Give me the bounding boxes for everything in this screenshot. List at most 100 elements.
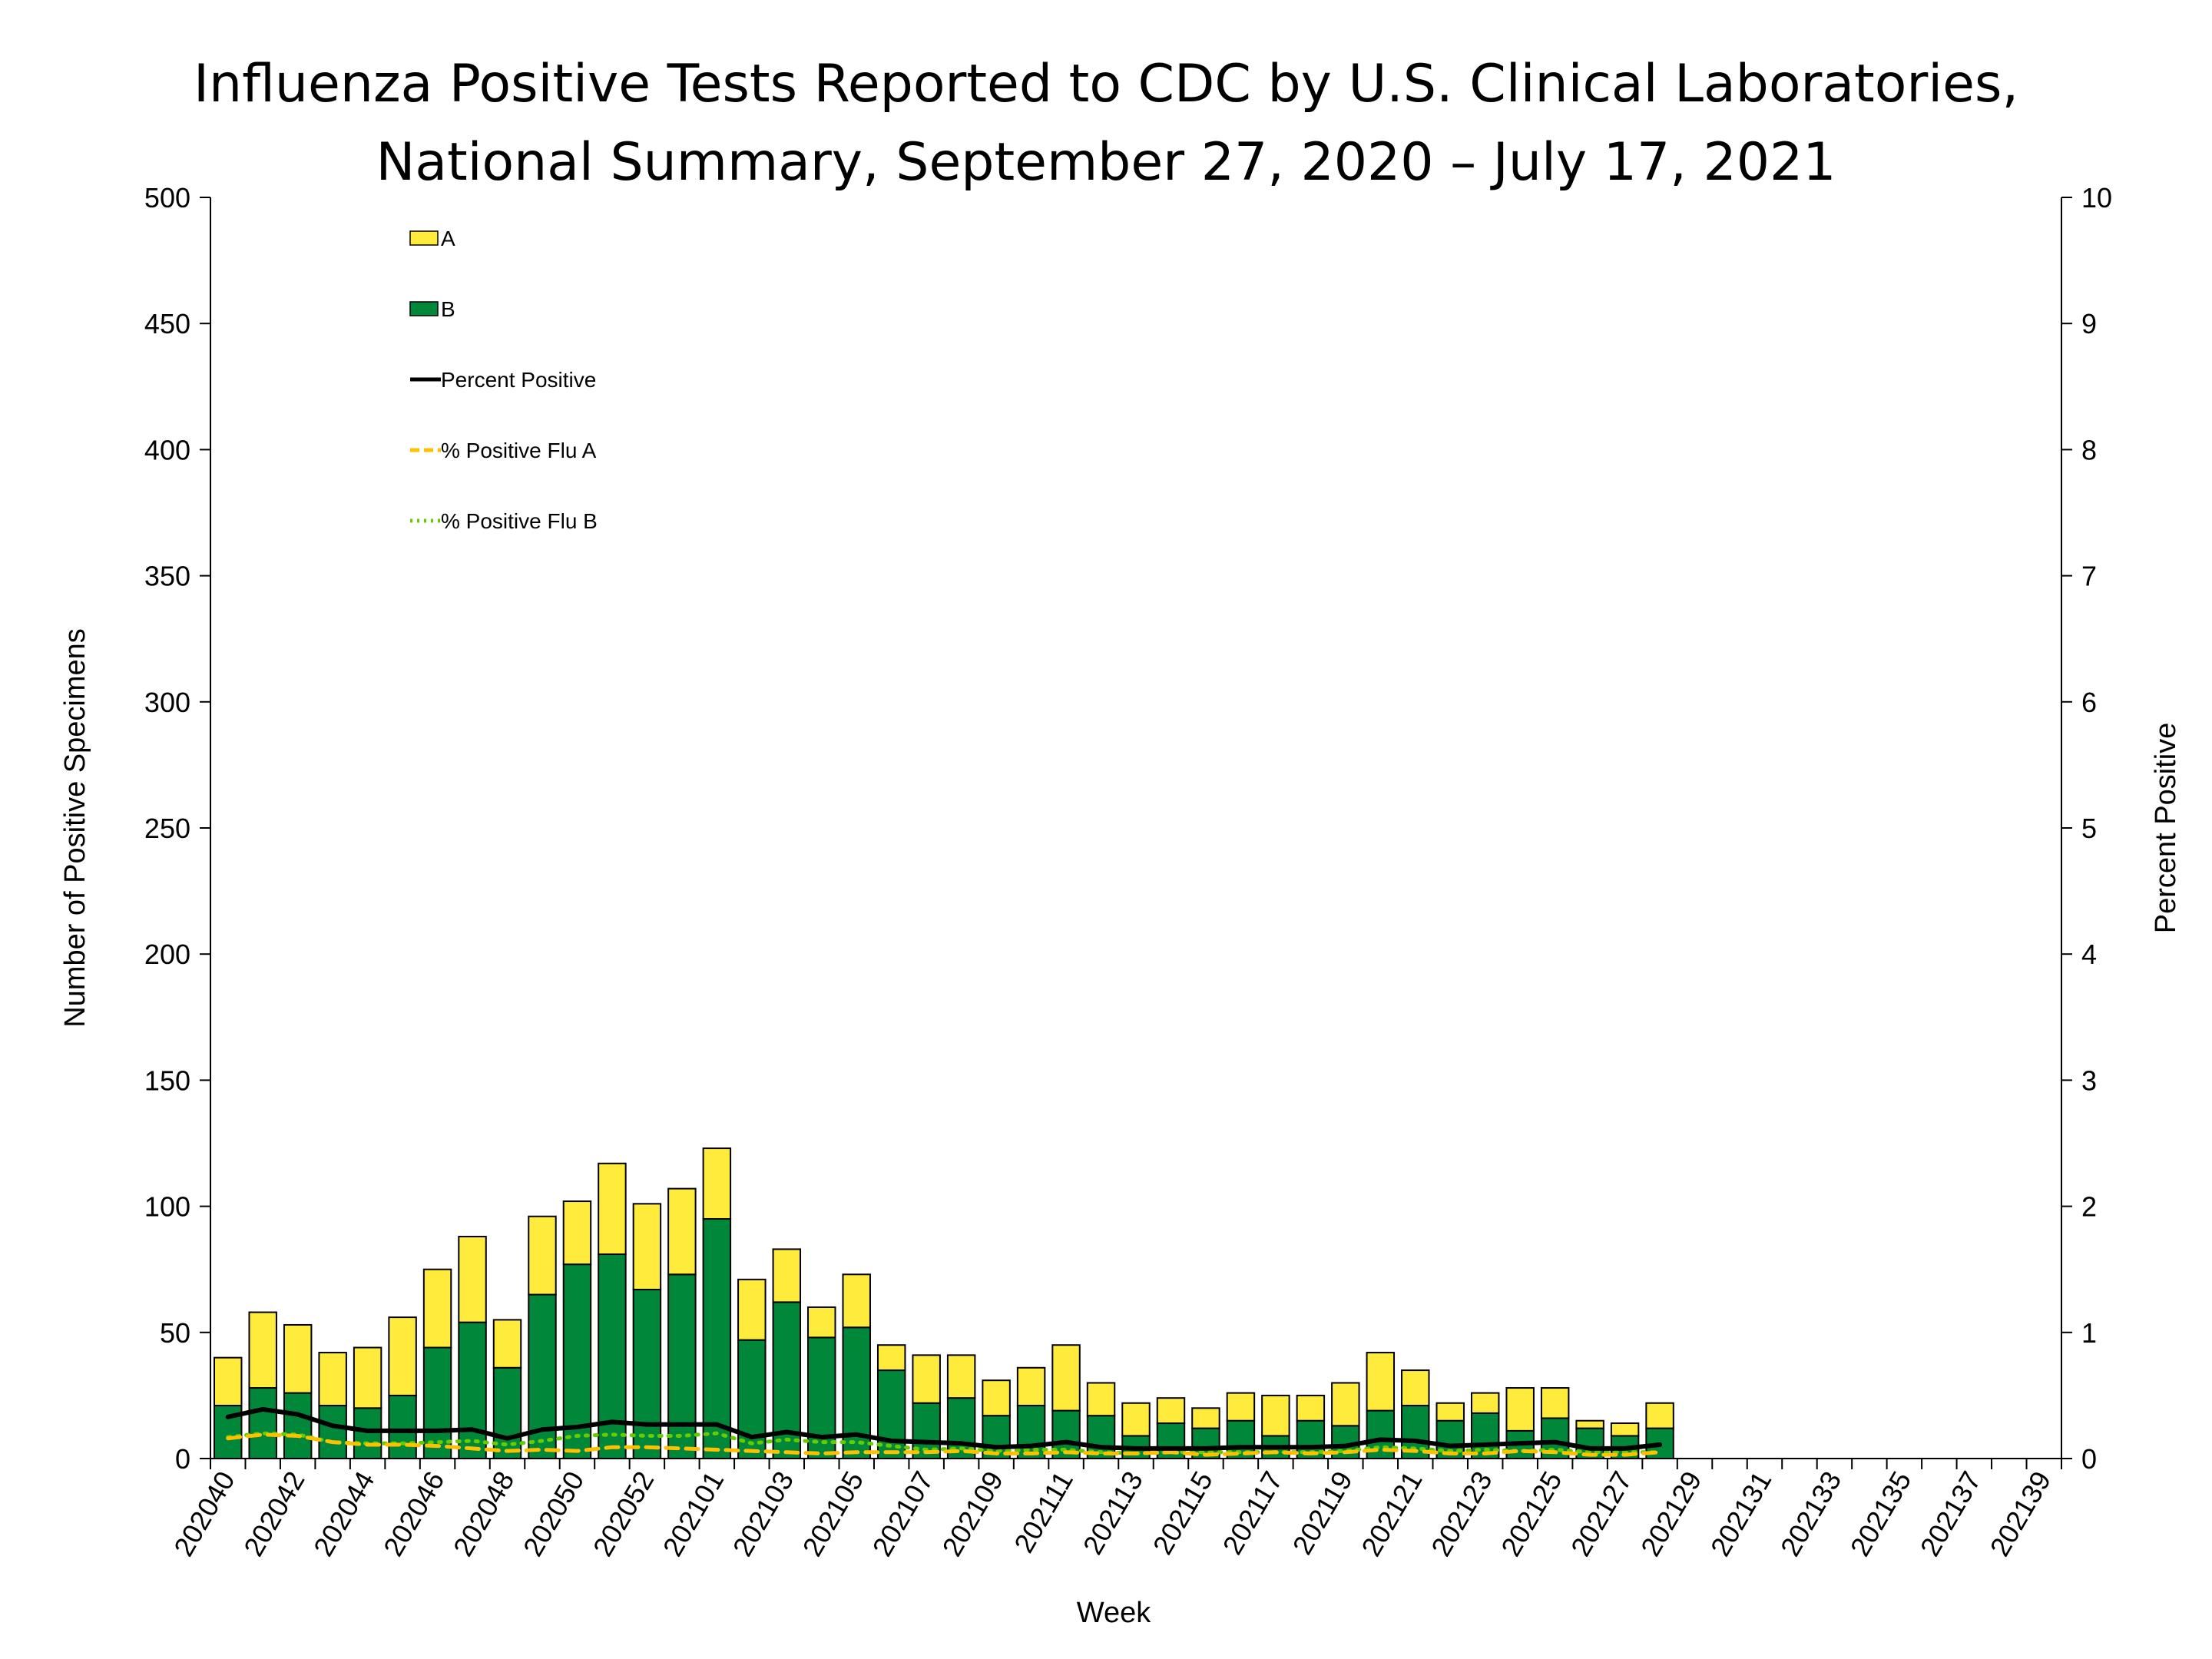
y-tick-label: 250 xyxy=(144,813,190,844)
bar-b-202106 xyxy=(876,1369,906,1460)
lines-layer xyxy=(225,1406,1663,1457)
bar-a-202125 xyxy=(1540,1387,1570,1419)
bar-a-202049 xyxy=(528,1215,557,1296)
bar-a-202043 xyxy=(318,1352,347,1407)
bar-b-202104 xyxy=(807,1336,836,1460)
y-tick-label: 50 xyxy=(160,1317,190,1349)
chart-title-line-2: National Summary, September 27, 2020 – J… xyxy=(376,132,1836,193)
bar-a-202115 xyxy=(1191,1407,1220,1429)
y2-tick-label: 8 xyxy=(2081,434,2097,465)
x-tick-label: 202119 xyxy=(1286,1466,1359,1560)
x-tick-label: 202123 xyxy=(1425,1466,1498,1562)
bar-b-202110 xyxy=(1016,1405,1046,1460)
bar-a-202104 xyxy=(807,1306,836,1339)
bar-b-202044 xyxy=(353,1407,382,1459)
x-tick-label: 202040 xyxy=(167,1466,241,1562)
x-tick-label: 202103 xyxy=(727,1466,800,1562)
line--positive-flu-b xyxy=(226,1431,1662,1455)
bar-a-202101 xyxy=(702,1147,732,1220)
x-tick-label: 202137 xyxy=(1914,1466,1988,1562)
x-tick-label: 202107 xyxy=(866,1466,940,1562)
line-percent-positive xyxy=(225,1406,1663,1451)
y2-tick-label: 2 xyxy=(2081,1191,2097,1223)
x-tick-label: 202133 xyxy=(1774,1466,1848,1562)
y2-tick-label: 10 xyxy=(2081,182,2112,214)
bar-a-202111 xyxy=(1051,1344,1081,1412)
bar-b-202051 xyxy=(598,1253,627,1459)
y2-tick-label: 5 xyxy=(2081,813,2097,844)
chart-title-line-1: Influenza Positive Tests Reported to CDC… xyxy=(194,54,2018,114)
y2-tick-label: 3 xyxy=(2081,1065,2097,1096)
bar-b-202045 xyxy=(388,1394,417,1460)
bar-a-202110 xyxy=(1016,1366,1046,1407)
bar-a-202102 xyxy=(737,1278,767,1341)
bar-a-202103 xyxy=(772,1248,802,1303)
x-tick-label: 202113 xyxy=(1077,1466,1149,1560)
y2-tick-label: 4 xyxy=(2081,939,2097,970)
x-tick-label: 202052 xyxy=(587,1466,661,1562)
bar-a-202127 xyxy=(1610,1422,1640,1437)
y-tick-label: 0 xyxy=(175,1443,190,1475)
legend: A B Percent Positive % Positive Flu A % Posi… xyxy=(409,227,598,533)
y2-axis-label: Percent Positive xyxy=(2150,723,2182,934)
y-tick-label: 400 xyxy=(144,434,190,465)
bar-a-202121 xyxy=(1401,1369,1430,1407)
x-tick-label: 202131 xyxy=(1704,1466,1778,1562)
bar-a-202048 xyxy=(492,1319,522,1369)
x-tick-label: 202117 xyxy=(1217,1466,1289,1560)
x-tick-label: 202048 xyxy=(447,1466,521,1562)
x-tick-label: 202111 xyxy=(1008,1466,1079,1558)
legend-swatch-a xyxy=(409,230,439,246)
bar-a-202123 xyxy=(1470,1392,1500,1414)
y2-tick-label: 6 xyxy=(2081,687,2097,718)
bar-a-202112 xyxy=(1086,1382,1116,1417)
bar-a-202114 xyxy=(1156,1397,1186,1425)
legend-label: Percent Positive xyxy=(441,368,596,392)
bar-b-202041 xyxy=(248,1387,277,1459)
x-tick-label: 202135 xyxy=(1844,1466,1918,1562)
bar-a-202045 xyxy=(388,1316,417,1396)
bars-layer xyxy=(214,1147,1674,1460)
bar-b-202043 xyxy=(318,1405,347,1460)
bar-a-202126 xyxy=(1575,1419,1604,1429)
bar-a-202050 xyxy=(562,1200,592,1266)
bar-a-202122 xyxy=(1435,1402,1465,1422)
y2-tick-label: 9 xyxy=(2081,308,2097,339)
bar-a-202120 xyxy=(1366,1352,1396,1412)
bar-a-202117 xyxy=(1261,1394,1290,1437)
bar-a-202109 xyxy=(982,1379,1011,1417)
bar-b-202052 xyxy=(632,1288,662,1460)
x-tick-label: 202127 xyxy=(1565,1466,1638,1562)
bar-b-202053 xyxy=(667,1273,697,1459)
y-tick-label: 500 xyxy=(144,182,190,214)
bar-a-202040 xyxy=(214,1356,243,1407)
bar-a-202118 xyxy=(1296,1394,1326,1422)
bar-a-202044 xyxy=(353,1346,382,1409)
x-tick-label: 202046 xyxy=(377,1466,451,1562)
y2-tick-label: 0 xyxy=(2081,1443,2097,1475)
y-tick-label: 300 xyxy=(144,687,190,718)
legend-label: % Positive Flu B xyxy=(441,509,598,533)
bar-a-202113 xyxy=(1121,1402,1151,1437)
bar-b-202048 xyxy=(492,1366,522,1459)
x-tick-label: 202109 xyxy=(935,1466,1009,1562)
x-tick-label: 202105 xyxy=(796,1466,870,1562)
bar-a-202047 xyxy=(458,1236,487,1323)
y-tick-label: 150 xyxy=(144,1065,190,1096)
x-tick-label: 202125 xyxy=(1495,1466,1568,1562)
x-tick-label: 202050 xyxy=(517,1466,591,1562)
y-tick-label: 200 xyxy=(144,939,190,970)
x-tick-label: 202121 xyxy=(1355,1466,1429,1562)
y-tick-label: 100 xyxy=(144,1191,190,1223)
bar-b-202105 xyxy=(842,1326,871,1460)
bar-a-202053 xyxy=(667,1187,697,1276)
x-tick-label: 202139 xyxy=(1984,1466,2058,1562)
y-tick-label: 350 xyxy=(144,561,190,592)
x-tick-label: 202044 xyxy=(307,1466,381,1562)
bar-a-202051 xyxy=(598,1162,627,1255)
bar-a-202041 xyxy=(248,1311,277,1389)
bar-a-202107 xyxy=(912,1354,941,1404)
bar-b-202042 xyxy=(283,1392,313,1459)
legend-label: % Positive Flu A xyxy=(441,439,597,462)
